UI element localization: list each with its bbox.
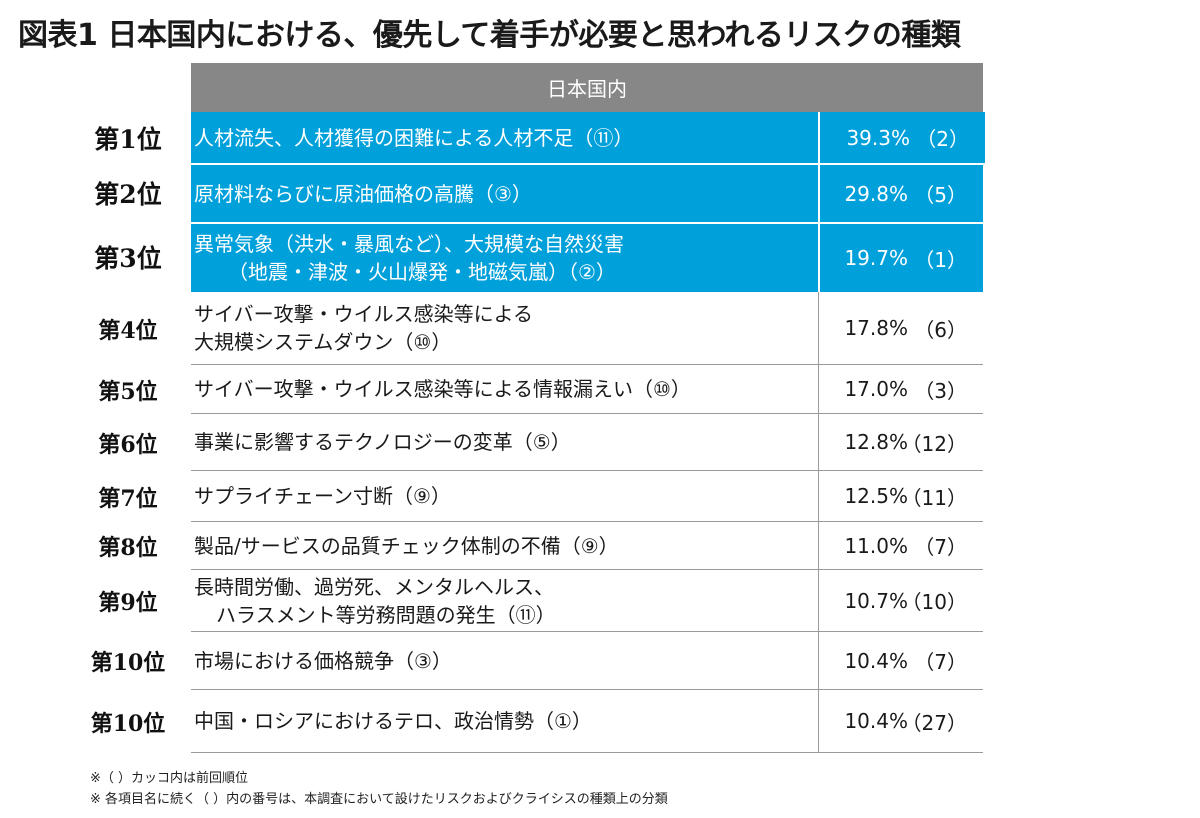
page-title: 図表1 日本国内における、優先して着手が必要と思われるリスクの種類 xyxy=(18,18,961,53)
risk-category: 原材料ならびに原油価格の高騰（③） xyxy=(191,163,818,222)
risk-category: サプライチェーン寸断（⑨） xyxy=(191,471,818,522)
risk-category-line: 製品/サービスの品質チェック体制の不備（⑨） xyxy=(194,533,619,558)
value-cell: 10.4% （27） xyxy=(818,690,983,753)
rank-label: 第9位 xyxy=(98,590,158,616)
rank-label: 第7位 xyxy=(98,485,158,512)
previous-rank: （11） xyxy=(901,485,967,510)
previous-rank: （10） xyxy=(901,590,967,614)
table-row: 第9位 長時間労働、過労死、メンタルヘルス、 ハラスメント等労務問題の発生（⑪）… xyxy=(0,570,1200,632)
risk-category: サイバー攻撃・ウイルス感染等による情報漏えい（⑩） xyxy=(191,365,818,414)
rank-label: 第10位 xyxy=(90,650,166,676)
percentage-value: 11.0% xyxy=(844,533,908,558)
value-cell: 10.7% （10） xyxy=(818,570,983,632)
footnote-category-number: ※ 各項目名に続く（ ）内の番号は、本調査において設けたリスクおよびクライシスの… xyxy=(90,792,668,807)
risk-category: 事業に影響するテクノロジーの変革（⑤） xyxy=(191,414,818,471)
risk-category-line: 原材料ならびに原油価格の高騰（③） xyxy=(194,181,532,206)
table-row: 第3位 異常気象（洪水・暴風など）、大規模な自然災害 （地震・津波・火山爆発・地… xyxy=(0,222,1200,292)
previous-rank: （7） xyxy=(914,650,967,674)
previous-rank: （1） xyxy=(914,247,967,272)
value-cell: 12.8% （12） xyxy=(818,414,983,471)
percentage-value: 17.0% xyxy=(844,377,908,401)
risk-category: 長時間労働、過労死、メンタルヘルス、 ハラスメント等労務問題の発生（⑪） xyxy=(191,570,818,632)
table-row: 第5位 サイバー攻撃・ウイルス感染等による情報漏えい（⑩） 17.0% （3） xyxy=(0,365,1200,414)
risk-category-line: 大規模システムダウン（⑩） xyxy=(194,330,452,354)
previous-rank: （2） xyxy=(916,127,969,151)
rank-label: 第8位 xyxy=(98,535,158,561)
percentage-value: 10.4% xyxy=(844,648,908,673)
percentage-value: 29.8% xyxy=(844,181,908,206)
rank-label: 第6位 xyxy=(98,431,158,458)
percentage-value: 12.8% xyxy=(844,430,908,454)
table-row: 第8位 製品/サービスの品質チェック体制の不備（⑨） 11.0% （7） xyxy=(0,522,1200,570)
value-cell: 11.0% （7） xyxy=(818,522,983,570)
previous-rank: （6） xyxy=(914,317,967,342)
risk-category-line: 中国・ロシアにおけるテロ、政治情勢（①） xyxy=(194,709,592,733)
value-cell: 12.5% （11） xyxy=(818,471,983,522)
risk-category: 製品/サービスの品質チェック体制の不備（⑨） xyxy=(191,522,818,570)
table-row: 第2位 原材料ならびに原油価格の高騰（③） 29.8% （5） xyxy=(0,163,1200,222)
value-cell: 19.7% （1） xyxy=(818,222,983,292)
footnotes: ※（ ）カッコ内は前回順位 ※ 各項目名に続く（ ）内の番号は、本調査において設… xyxy=(90,768,668,810)
percentage-value: 10.4% xyxy=(844,709,908,733)
percentage-value: 10.7% xyxy=(844,588,908,613)
risk-category: 異常気象（洪水・暴風など）、大規模な自然災害 （地震・津波・火山爆発・地磁気嵐）… xyxy=(191,222,818,292)
percentage-value: 17.8% xyxy=(844,316,908,340)
value-cell: 17.0% （3） xyxy=(818,365,983,414)
value-cell: 17.8% （6） xyxy=(818,292,983,365)
risk-category-line: 人材流失、人材獲得の困難による人材不足（⑪） xyxy=(194,125,634,150)
percentage-value: 19.7% xyxy=(844,246,908,270)
risk-category: 人材流失、人材獲得の困難による人材不足（⑪） xyxy=(191,112,818,163)
table-row: 第1位 人材流失、人材獲得の困難による人材不足（⑪） 39.3% （2） xyxy=(0,112,1200,163)
rank-label: 第3位 xyxy=(94,244,162,273)
risk-category-line: サイバー攻撃・ウイルス感染等による情報漏えい（⑩） xyxy=(194,377,691,401)
rank-label: 第1位 xyxy=(94,124,162,154)
previous-rank: （3） xyxy=(914,378,967,403)
table-row: 第7位 サプライチェーン寸断（⑨） 12.5% （11） xyxy=(0,471,1200,522)
percentage-value: 12.5% xyxy=(844,484,908,508)
risk-category-line: サイバー攻撃・ウイルス感染等による xyxy=(194,302,533,326)
previous-rank: （27） xyxy=(901,710,967,735)
footnote-previous-rank: ※（ ）カッコ内は前回順位 xyxy=(90,771,249,786)
table-header-row: 日本国内 xyxy=(0,63,1200,112)
table-header-japan: 日本国内 xyxy=(191,63,983,112)
risk-category-line: （地震・津波・火山爆発・地磁気嵐）（②） xyxy=(228,260,616,284)
risk-category-line: ハラスメント等労務問題の発生（⑪） xyxy=(216,602,556,627)
previous-rank: （12） xyxy=(901,431,967,456)
risk-category: サイバー攻撃・ウイルス感染等による 大規模システムダウン（⑩） xyxy=(191,292,818,365)
rank-label: 第10位 xyxy=(90,710,166,737)
risk-category-line: 事業に影響するテクノロジーの変革（⑤） xyxy=(194,430,571,454)
risk-category-line: 市場における価格競争（③） xyxy=(194,648,452,673)
risk-category-line: 異常気象（洪水・暴風など）、大規模な自然災害 xyxy=(194,232,624,256)
value-cell: 39.3% （2） xyxy=(818,112,985,163)
percentage-value: 39.3% xyxy=(846,125,910,150)
rank-label: 第4位 xyxy=(98,317,158,344)
rank-label: 第2位 xyxy=(94,179,162,209)
risk-ranking-table: 日本国内 第1位 人材流失、人材獲得の困難による人材不足（⑪） 39.3% （2… xyxy=(0,63,1200,753)
value-cell: 29.8% （5） xyxy=(818,163,983,222)
table-row: 第6位 事業に影響するテクノロジーの変革（⑤） 12.8% （12） xyxy=(0,414,1200,471)
risk-category-line: サプライチェーン寸断（⑨） xyxy=(194,484,451,508)
value-cell: 10.4% （7） xyxy=(818,632,983,690)
rank-label: 第5位 xyxy=(98,378,158,405)
table-row: 第10位 中国・ロシアにおけるテロ、政治情勢（①） 10.4% （27） xyxy=(0,690,1200,753)
risk-category: 中国・ロシアにおけるテロ、政治情勢（①） xyxy=(191,690,818,753)
table-row: 第4位 サイバー攻撃・ウイルス感染等による 大規模システムダウン（⑩） 17.8… xyxy=(0,292,1200,365)
previous-rank: （7） xyxy=(914,535,967,559)
risk-category: 市場における価格競争（③） xyxy=(191,632,818,690)
table-row: 第10位 市場における価格競争（③） 10.4% （7） xyxy=(0,632,1200,690)
previous-rank: （5） xyxy=(914,183,967,207)
risk-category-line: 長時間労働、過労死、メンタルヘルス、 xyxy=(194,574,554,599)
